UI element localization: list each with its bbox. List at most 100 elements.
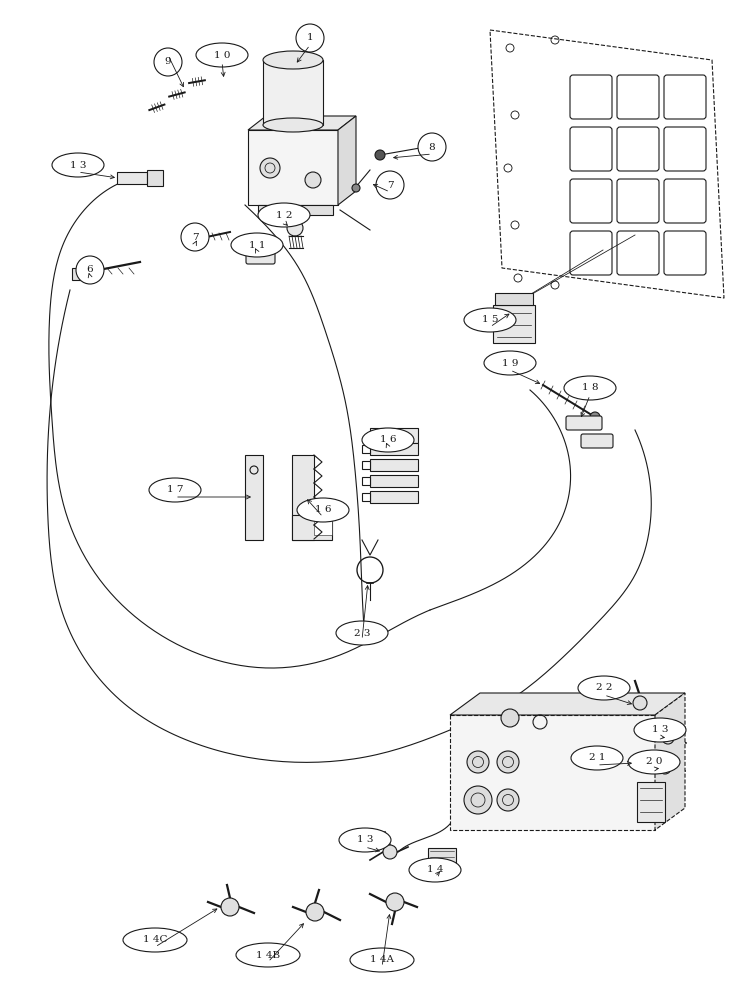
Circle shape: [76, 256, 104, 284]
FancyBboxPatch shape: [246, 246, 275, 264]
Circle shape: [497, 751, 519, 773]
Circle shape: [305, 172, 321, 188]
Ellipse shape: [258, 203, 310, 227]
Text: 1 8: 1 8: [582, 383, 599, 392]
FancyBboxPatch shape: [370, 428, 418, 443]
Text: 1 5: 1 5: [482, 316, 499, 324]
Ellipse shape: [409, 858, 461, 882]
Ellipse shape: [123, 928, 187, 952]
FancyBboxPatch shape: [258, 205, 333, 215]
Polygon shape: [338, 116, 356, 205]
Circle shape: [467, 751, 489, 773]
Circle shape: [181, 223, 209, 251]
Text: 1 4B: 1 4B: [256, 950, 280, 960]
FancyBboxPatch shape: [362, 477, 370, 485]
Circle shape: [154, 48, 182, 76]
Ellipse shape: [362, 428, 414, 452]
Circle shape: [659, 762, 671, 774]
FancyBboxPatch shape: [248, 130, 338, 205]
Text: 9: 9: [165, 57, 171, 66]
FancyBboxPatch shape: [370, 443, 418, 455]
Ellipse shape: [52, 153, 104, 177]
Text: 1 6: 1 6: [315, 506, 331, 514]
Text: 1 2: 1 2: [276, 211, 293, 220]
FancyBboxPatch shape: [370, 491, 418, 503]
Text: 7: 7: [192, 232, 199, 241]
Text: 2 0: 2 0: [646, 758, 663, 766]
Text: 1 9: 1 9: [502, 359, 518, 367]
Text: 2 1: 2 1: [589, 754, 605, 762]
FancyBboxPatch shape: [292, 515, 332, 540]
FancyBboxPatch shape: [581, 434, 613, 448]
FancyBboxPatch shape: [495, 293, 533, 305]
Text: 1: 1: [307, 33, 314, 42]
FancyBboxPatch shape: [362, 493, 370, 501]
FancyBboxPatch shape: [292, 455, 314, 540]
FancyBboxPatch shape: [362, 461, 370, 469]
Ellipse shape: [564, 376, 616, 400]
Ellipse shape: [297, 498, 349, 522]
Ellipse shape: [231, 233, 283, 257]
Ellipse shape: [263, 51, 323, 69]
Polygon shape: [248, 116, 356, 130]
Circle shape: [306, 903, 324, 921]
FancyBboxPatch shape: [370, 459, 418, 471]
Circle shape: [383, 845, 397, 859]
Text: 6: 6: [86, 265, 93, 274]
Circle shape: [464, 786, 492, 814]
Text: 1 0: 1 0: [214, 50, 230, 60]
Ellipse shape: [571, 746, 623, 770]
Circle shape: [296, 24, 324, 52]
Circle shape: [632, 757, 644, 769]
Ellipse shape: [578, 676, 630, 700]
Text: 2 2: 2 2: [596, 684, 612, 692]
Circle shape: [418, 133, 446, 161]
FancyBboxPatch shape: [370, 475, 418, 487]
Text: 1 3: 1 3: [652, 726, 669, 734]
Ellipse shape: [263, 118, 323, 132]
FancyBboxPatch shape: [362, 445, 370, 453]
Ellipse shape: [149, 478, 201, 502]
Text: 7: 7: [387, 180, 393, 190]
Circle shape: [386, 893, 404, 911]
FancyBboxPatch shape: [117, 172, 147, 184]
Text: 1 3: 1 3: [356, 836, 373, 844]
Ellipse shape: [339, 828, 391, 852]
FancyBboxPatch shape: [493, 305, 535, 343]
FancyBboxPatch shape: [245, 455, 263, 540]
Circle shape: [352, 184, 360, 192]
Circle shape: [260, 158, 280, 178]
Text: 2 3: 2 3: [353, 629, 370, 638]
Circle shape: [287, 220, 303, 236]
Ellipse shape: [628, 750, 680, 774]
Polygon shape: [655, 693, 685, 830]
FancyBboxPatch shape: [450, 715, 655, 830]
Text: 1 7: 1 7: [167, 486, 183, 494]
Polygon shape: [450, 693, 685, 715]
Circle shape: [501, 709, 519, 727]
Circle shape: [590, 412, 600, 422]
Circle shape: [662, 732, 674, 744]
Text: 1 4C: 1 4C: [143, 936, 167, 944]
Circle shape: [375, 150, 385, 160]
Text: 8: 8: [429, 142, 435, 151]
FancyBboxPatch shape: [147, 170, 163, 186]
Circle shape: [633, 696, 647, 710]
Ellipse shape: [634, 718, 686, 742]
FancyBboxPatch shape: [637, 782, 665, 822]
FancyBboxPatch shape: [72, 268, 82, 280]
FancyBboxPatch shape: [263, 60, 323, 125]
Text: 1 4: 1 4: [426, 865, 443, 874]
FancyBboxPatch shape: [566, 416, 602, 430]
Ellipse shape: [464, 308, 516, 332]
Ellipse shape: [350, 948, 414, 972]
Text: 1 1: 1 1: [249, 240, 265, 249]
Ellipse shape: [336, 621, 388, 645]
Circle shape: [431, 139, 439, 147]
Ellipse shape: [236, 943, 300, 967]
FancyBboxPatch shape: [428, 848, 456, 870]
Ellipse shape: [484, 351, 536, 375]
Text: 1 6: 1 6: [380, 436, 396, 444]
Text: 1 3: 1 3: [70, 160, 86, 169]
Circle shape: [497, 789, 519, 811]
